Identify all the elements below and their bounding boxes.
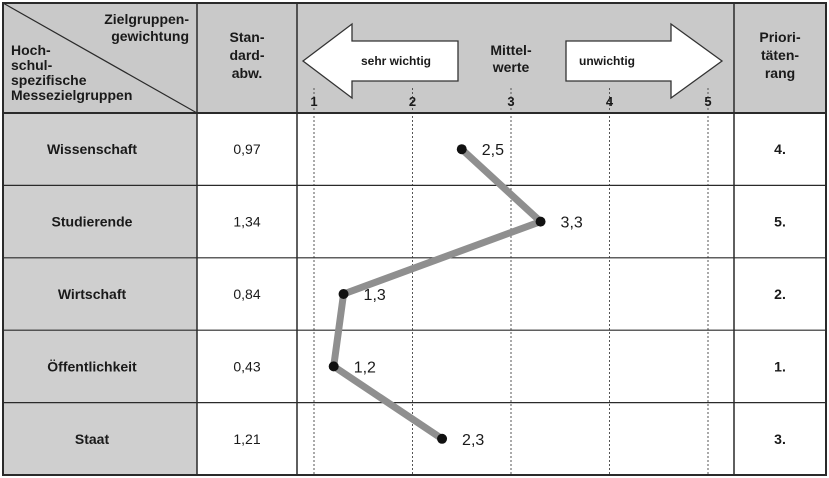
x-tick-label-3: 3	[507, 94, 514, 109]
corner-top-label: Zielgruppen-	[104, 11, 189, 27]
data-label: 3,3	[561, 215, 583, 232]
priority-header: rang	[765, 65, 795, 81]
priority-value: 1.	[774, 358, 786, 374]
priority-header: Priori-	[759, 29, 801, 45]
x-tick-label-4: 4	[606, 94, 614, 109]
std-dev-value: 1,34	[233, 214, 260, 230]
mean-header: werte	[492, 59, 530, 75]
std-dev-header: Stan-	[230, 29, 265, 45]
category-label: Wirtschaft	[58, 286, 127, 302]
right-arrow-icon	[565, 22, 724, 100]
x-tick-label-2: 2	[409, 94, 416, 109]
data-point	[535, 216, 546, 227]
corner-diagonal	[2, 2, 198, 114]
corner-bottom-label: Hoch-	[11, 42, 51, 58]
data-label: 2,3	[462, 432, 484, 449]
category-label: Wissenschaft	[47, 141, 137, 157]
left-arrow-icon	[301, 22, 459, 100]
priority-header: täten-	[761, 47, 799, 63]
data-point	[456, 144, 467, 155]
std-dev-header: dard-	[230, 47, 265, 63]
corner-bottom-label: schul-	[11, 57, 53, 73]
priority-value: 5.	[774, 214, 786, 230]
data-label: 2,5	[482, 142, 504, 159]
data-label: 1,3	[364, 287, 386, 304]
arrow-right-label: unwichtig	[579, 54, 635, 68]
text-layer: Zielgruppen-gewichtung Hoch-schul-spezifi…	[11, 11, 801, 449]
x-tick-label-1: 1	[310, 94, 317, 109]
arrow-left-label: sehr wichtig	[361, 54, 431, 68]
data-point	[328, 361, 339, 372]
category-label: Studierende	[52, 214, 133, 230]
data-label: 1,2	[354, 359, 376, 376]
row-label-background	[3, 113, 197, 475]
std-dev-value: 0,97	[233, 141, 260, 157]
data-point	[338, 289, 349, 299]
background-layer	[3, 3, 826, 475]
std-dev-header: abw.	[232, 65, 263, 81]
corner-bottom-label: spezifische	[11, 72, 87, 88]
priority-value: 4.	[774, 141, 786, 157]
priority-value: 2.	[774, 286, 786, 302]
category-label: Staat	[75, 431, 110, 447]
data-point	[437, 433, 448, 444]
category-label: Öffentlichkeit	[47, 358, 137, 374]
corner-top-label: gewichtung	[111, 28, 189, 44]
std-dev-value: 0,84	[233, 286, 260, 302]
corner-bottom-label: Messezielgruppen	[11, 87, 132, 103]
series-layer	[328, 144, 546, 444]
mean-header: Mittel-	[490, 42, 532, 58]
std-dev-value: 1,21	[233, 431, 260, 447]
priority-value: 3.	[774, 431, 786, 447]
x-tick-label-5: 5	[704, 94, 711, 109]
std-dev-value: 0,43	[233, 358, 260, 374]
